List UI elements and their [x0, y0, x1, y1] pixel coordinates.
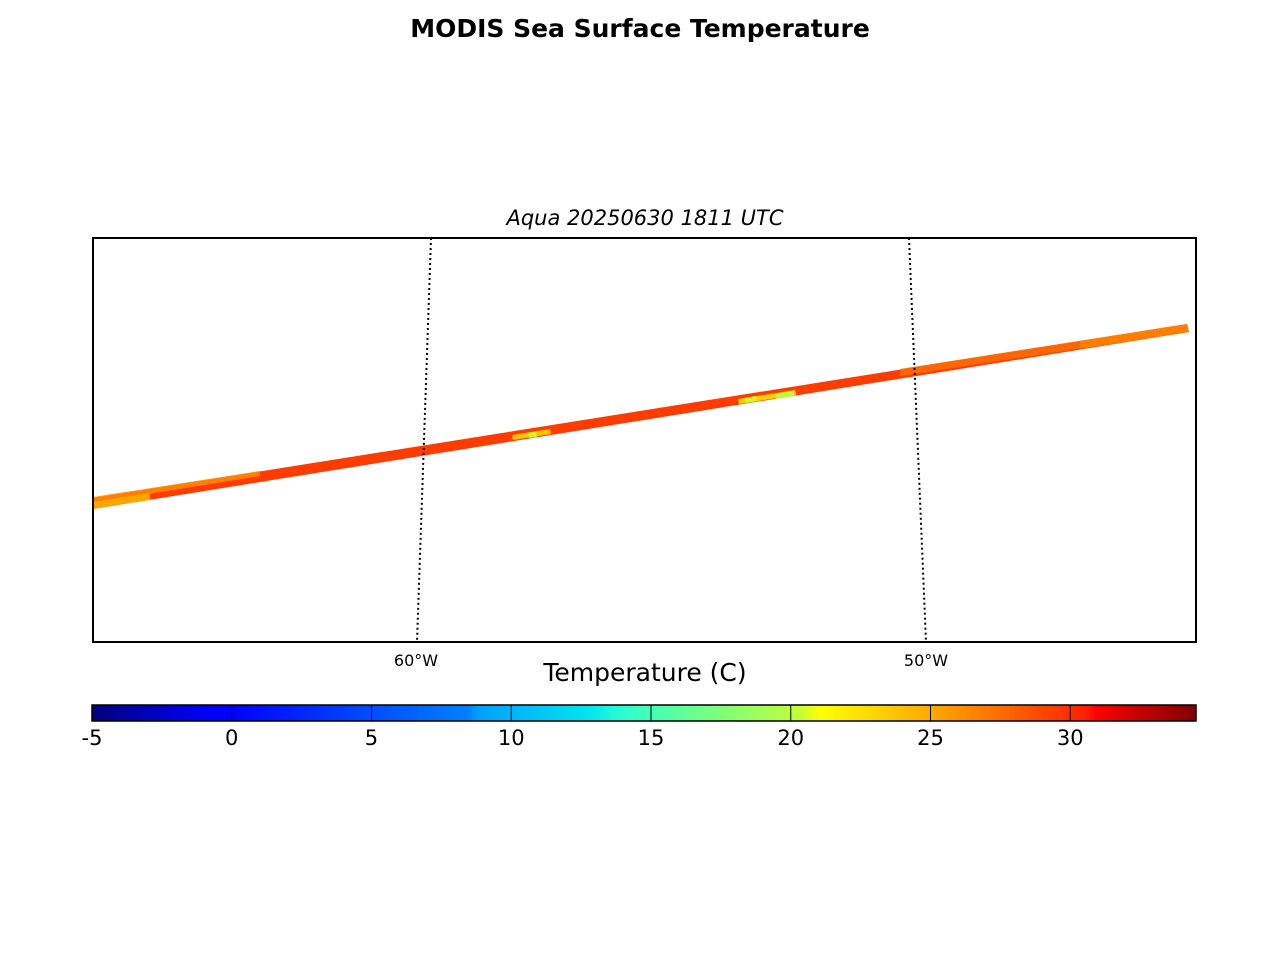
- colorbar-label: Temperature (C): [543, 658, 747, 687]
- colorbar-frame: [91, 704, 1197, 722]
- meridian-60w: [416, 238, 432, 642]
- colorbar-tick-label: -5: [81, 726, 103, 750]
- swath-segment-west-edge: [93, 493, 150, 509]
- colorbar-tick-label: 30: [1056, 726, 1084, 750]
- sst-swath: [93, 324, 1189, 509]
- colorbar-tick-label: 0: [225, 726, 239, 750]
- map-background: [93, 238, 1196, 642]
- map-subtitle: Aqua 20250630 1811 UTC: [506, 206, 784, 230]
- colorbar: [91, 704, 1197, 722]
- colorbar-tick-label: 15: [637, 726, 665, 750]
- meridian-label-50w: 50°W: [903, 651, 949, 670]
- swath-cool-patch: [775, 391, 794, 399]
- colorbar-tick-lines: [231, 705, 1071, 721]
- swath-segment-east-edge: [1080, 324, 1189, 349]
- swath-cool-patch: [528, 432, 537, 438]
- colorbar-tick-label: 25: [917, 726, 944, 750]
- map-frame: [92, 237, 1197, 643]
- main-title: MODIS Sea Surface Temperature: [410, 14, 870, 43]
- meridian-50w: [908, 238, 927, 642]
- colorbar-tick-label: 20: [777, 726, 805, 750]
- colorbar-tick-labels: -5 0 5 10 15 20 25 30: [0, 726, 1280, 756]
- colorbar-tick-label: 5: [364, 726, 379, 750]
- colorbar-tick-label: 10: [497, 726, 525, 750]
- swath-segment-west: [93, 471, 260, 503]
- swath-cool-patch: [745, 396, 757, 403]
- meridian-label-60w: 60°W: [393, 651, 439, 670]
- colorbar-gradient: [92, 705, 1196, 721]
